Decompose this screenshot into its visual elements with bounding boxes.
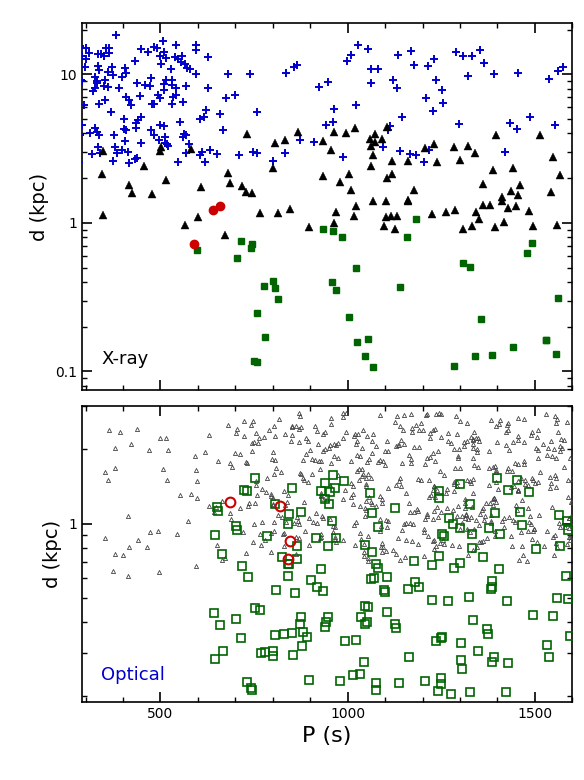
Y-axis label: d (kpc): d (kpc) (30, 172, 49, 241)
Text: X-ray: X-ray (102, 350, 149, 368)
Text: Optical: Optical (102, 666, 165, 684)
X-axis label: P (s): P (s) (303, 726, 352, 746)
Y-axis label: d (kpc): d (kpc) (43, 519, 62, 588)
